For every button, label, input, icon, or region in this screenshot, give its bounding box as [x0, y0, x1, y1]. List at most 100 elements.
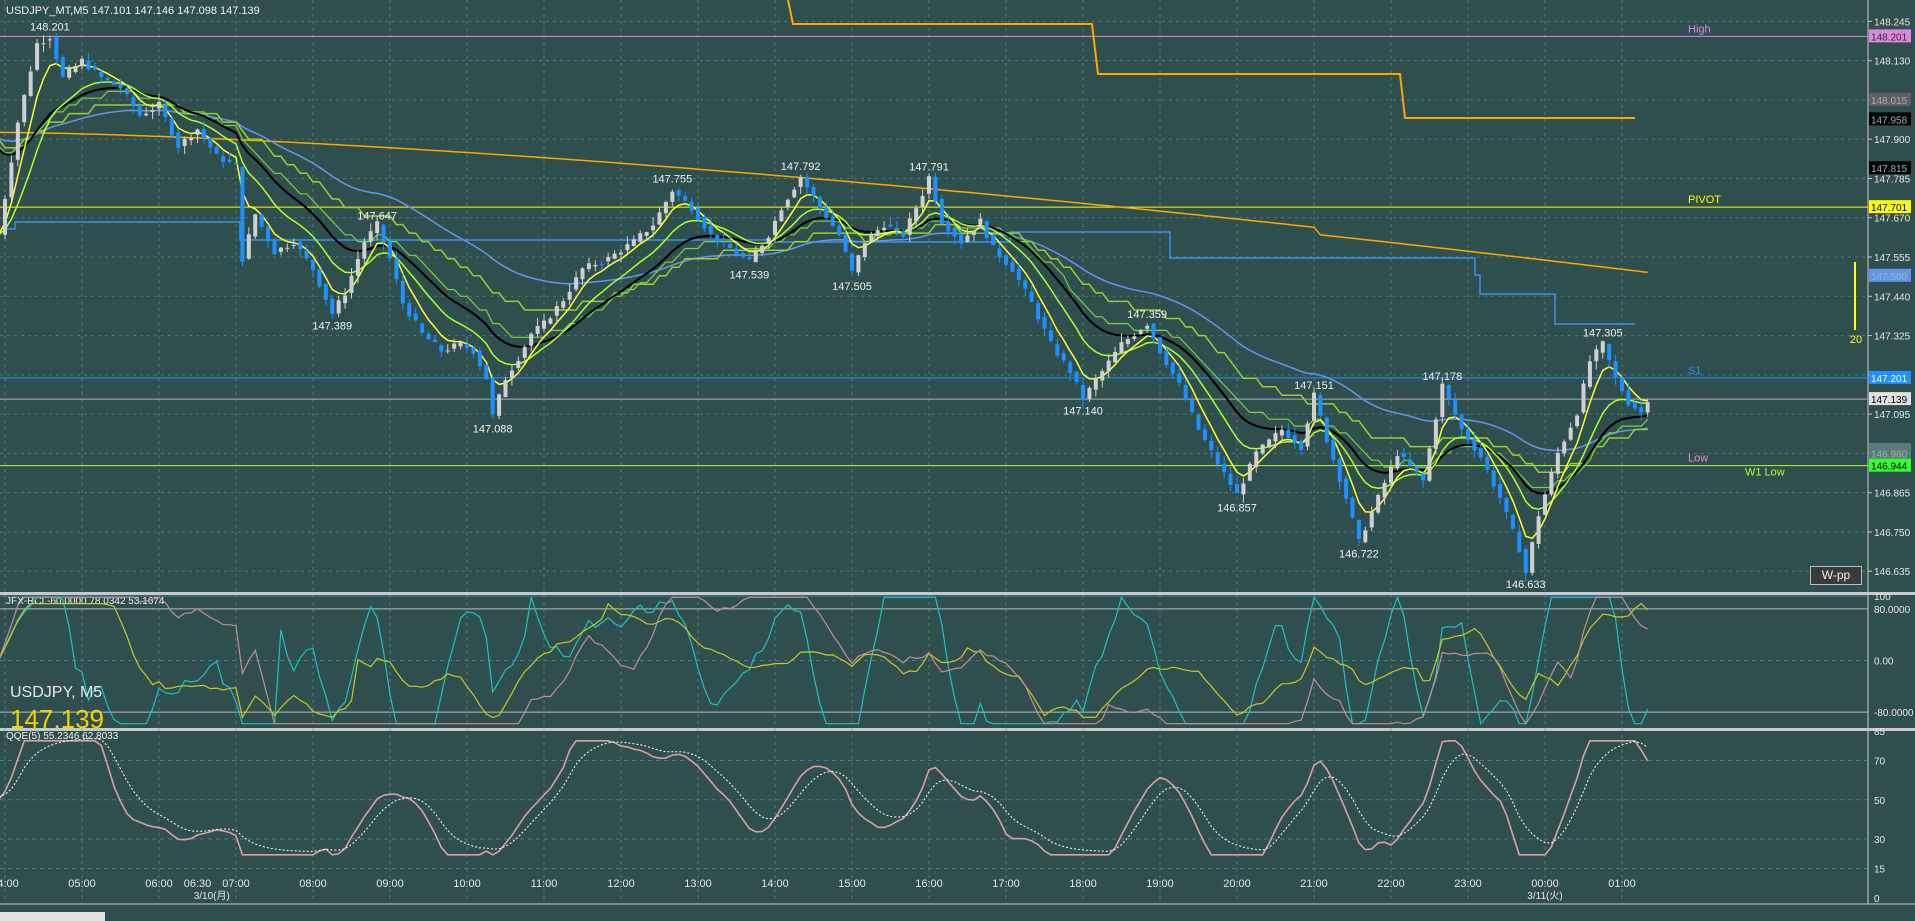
- candle-body: [1036, 303, 1041, 320]
- rci-y-label: -80.0000: [1874, 708, 1914, 719]
- x-tick-label: 11:00: [531, 878, 558, 890]
- candle-body: [323, 283, 328, 300]
- candle-body: [1235, 484, 1239, 493]
- rci-title: JFX-RCI -60.0000 78.0342 53.1674: [6, 596, 165, 607]
- candle-body: [35, 43, 40, 70]
- candle-body: [554, 306, 559, 316]
- price-tag-high: [1869, 29, 1911, 43]
- candle-body: [721, 239, 726, 241]
- candle-body: [266, 226, 271, 242]
- candle-body: [1292, 435, 1297, 444]
- y-tick-label: 147.785: [1874, 174, 1911, 185]
- candle-body: [15, 122, 20, 160]
- candle-body: [1125, 339, 1130, 345]
- candle-body: [234, 163, 238, 165]
- candle-body: [978, 218, 983, 228]
- price-tag: [1869, 268, 1911, 282]
- candle-body: [1389, 466, 1393, 483]
- candle-body: [195, 129, 200, 135]
- line-label: Low: [1688, 453, 1708, 465]
- wpp-button[interactable]: W-pp: [1810, 566, 1862, 585]
- candle-body: [1344, 478, 1349, 499]
- x-tick-label: 06:30: [184, 878, 212, 890]
- side-indicator-label: 20: [1850, 334, 1862, 346]
- candle-body: [105, 77, 110, 81]
- candle-body: [734, 248, 739, 255]
- candle-body: [580, 268, 585, 280]
- y-tick-label: 146.865: [1874, 489, 1911, 500]
- x-tick-label: 09:00: [376, 878, 404, 890]
- candle-body: [355, 259, 360, 276]
- candle-body: [1414, 467, 1419, 473]
- date-label: 3/10(月): [194, 890, 230, 902]
- candle-body: [837, 225, 842, 235]
- candle-body: [952, 227, 957, 237]
- candle-body: [1254, 451, 1259, 468]
- qqe-y-label: 15: [1874, 865, 1886, 876]
- candle-body: [1363, 530, 1368, 543]
- candle-body: [1459, 414, 1464, 430]
- price-annotation: 147.088: [473, 424, 513, 436]
- candle-body: [991, 234, 996, 246]
- candle-body: [1318, 395, 1323, 416]
- candle-body: [1247, 463, 1252, 481]
- candle-body: [208, 138, 213, 148]
- candle-body: [112, 81, 117, 85]
- candle-body: [1382, 482, 1387, 498]
- candle-body: [561, 301, 566, 308]
- price-annotation: 147.539: [729, 269, 769, 281]
- qqe-y-label: 0: [1874, 894, 1880, 905]
- candle-body: [862, 243, 867, 258]
- candle-body: [1356, 519, 1361, 539]
- ma-green: [0, 81, 1648, 510]
- candle-body: [606, 257, 611, 262]
- candle-body: [1023, 280, 1028, 289]
- y-tick-label: 147.440: [1874, 292, 1911, 303]
- rci-y-label: 100: [1874, 592, 1891, 603]
- y-tick-label: 147.670: [1874, 214, 1911, 225]
- candle-body: [901, 231, 906, 237]
- x-tick-label: 00:00: [1531, 878, 1559, 890]
- price-tag-s1: [1869, 370, 1911, 384]
- candle-body: [798, 177, 803, 188]
- symbol-box: USDJPY, M5 147.139: [10, 684, 104, 735]
- candle-body: [368, 231, 373, 242]
- candle-body: [253, 214, 258, 237]
- candle-body: [1151, 323, 1156, 339]
- candle-body: [291, 245, 296, 247]
- candle-body: [1260, 444, 1265, 454]
- candle-body: [920, 196, 925, 208]
- candle-body: [574, 277, 579, 290]
- candle-body: [984, 221, 989, 239]
- candle-body: [144, 113, 149, 116]
- price-annotation: 147.140: [1063, 406, 1103, 418]
- price-annotation: 147.792: [781, 161, 821, 173]
- candle-body: [157, 101, 161, 109]
- candle-body: [426, 333, 431, 340]
- price-annotation: 147.178: [1422, 371, 1462, 383]
- qqe-y-label: 30: [1874, 835, 1886, 846]
- rci-series-fast: [0, 595, 1649, 726]
- price-tag-text: 147.815: [1871, 164, 1908, 175]
- y-tick-label: 148.245: [1874, 17, 1911, 28]
- candle-body: [1061, 353, 1066, 361]
- candle-body: [317, 268, 322, 287]
- candle-body: [1427, 448, 1432, 481]
- x-tick-label: 05:00: [68, 878, 96, 890]
- x-tick-label: 15:00: [838, 878, 866, 890]
- x-tick-label: 16:00: [915, 878, 943, 890]
- price-tag-current: [1869, 392, 1911, 406]
- y-tick-label: 146.750: [1874, 528, 1911, 539]
- candle-body: [330, 298, 335, 314]
- candle-body: [1607, 344, 1612, 360]
- candle-body: [875, 230, 880, 236]
- candle-body: [894, 227, 899, 229]
- candle-body: [1305, 423, 1310, 447]
- candle-body: [1446, 385, 1451, 399]
- price-annotation: 147.647: [357, 211, 397, 223]
- candle-body: [1312, 392, 1316, 421]
- candle-body: [1196, 414, 1201, 430]
- price-tag-text: 146.980: [1871, 449, 1908, 460]
- candle-body: [914, 208, 919, 222]
- candle-body: [927, 176, 931, 194]
